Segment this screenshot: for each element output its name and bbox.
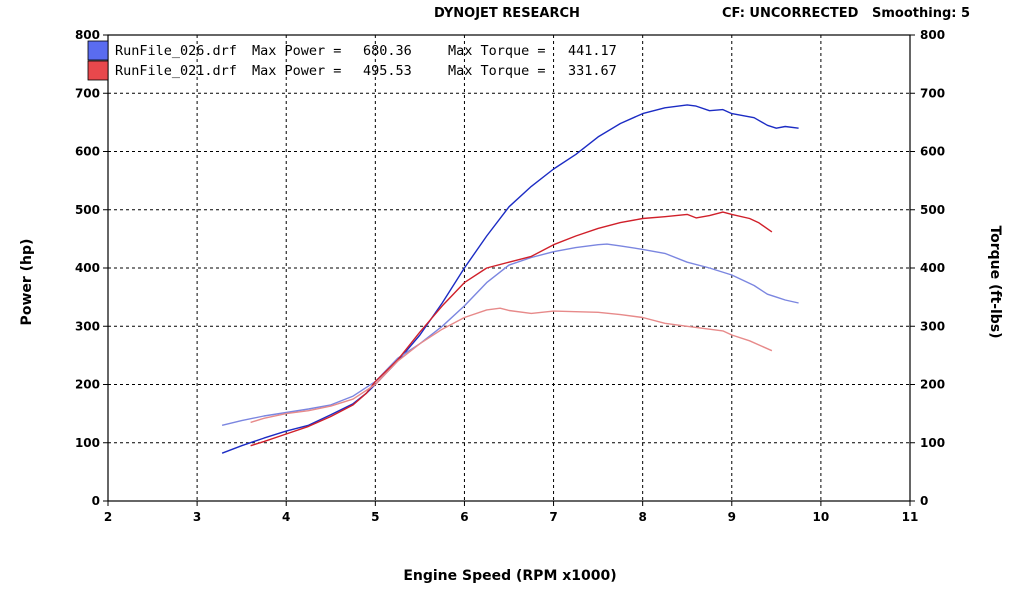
legend-max-power-value: 680.36 [363, 43, 412, 59]
x-tick-label: 3 [193, 510, 201, 524]
legend-file-name: RunFile_026.drf [115, 43, 237, 59]
y-tick-label-right: 300 [920, 319, 945, 333]
y-tick-label-left: 400 [75, 261, 100, 275]
legend-swatch [87, 40, 109, 61]
y-axis-title-right: Torque (ft-lbs) [987, 225, 1003, 338]
y-tick-label-right: 400 [920, 261, 945, 275]
x-tick-label: 8 [638, 510, 646, 524]
series-runfile-026-drf-power [221, 104, 799, 454]
y-tick-label-left: 100 [75, 436, 100, 450]
header-correction-factor: CF: UNCORRECTED [722, 6, 859, 21]
legend-max-torque-value: 441.17 [568, 43, 617, 59]
legend-swatch [87, 60, 109, 81]
y-tick-label-left: 600 [75, 145, 100, 159]
series-runfile-026-drf-torque [221, 243, 799, 426]
y-tick-label-right: 700 [920, 86, 945, 100]
legend-max-torque-label: Max Torque = [448, 43, 546, 59]
y-tick-label-right: 800 [920, 28, 945, 42]
y-tick-label-left: 700 [75, 86, 100, 100]
header-title: DYNOJET RESEARCH [434, 6, 580, 21]
legend: RunFile_026.drf Max Power = 680.36 Max Torq… [87, 40, 617, 81]
x-tick-label: 2 [104, 510, 112, 524]
y-tick-label-left: 800 [75, 28, 100, 42]
chart-grid [108, 35, 910, 501]
legend-max-power-value: 495.53 [363, 63, 412, 79]
axis-ticks: 2 3 4 5 6 7 8 9 10 110100200300400500600700800010… [75, 28, 945, 524]
y-tick-label-left: 300 [75, 319, 100, 333]
header-smoothing: Smoothing: 5 [872, 6, 971, 21]
y-tick-label-left: 0 [92, 494, 100, 508]
x-axis-title: Engine Speed (RPM x1000) [403, 568, 616, 584]
series-runfile-021-drf-power [250, 211, 773, 447]
x-tick-label: 4 [282, 510, 290, 524]
y-tick-label-right: 500 [920, 203, 945, 217]
series-runfile-021-drf-torque [250, 307, 773, 424]
legend-max-torque-value: 331.67 [568, 63, 617, 79]
legend-file-name: RunFile_021.drf [115, 63, 237, 79]
y-tick-label-left: 200 [75, 378, 100, 392]
x-tick-label: 6 [460, 510, 468, 524]
x-tick-label: 11 [902, 510, 919, 524]
y-tick-label-left: 500 [75, 203, 100, 217]
x-tick-label: 7 [549, 510, 557, 524]
x-tick-label: 10 [813, 510, 830, 524]
legend-max-torque-label: Max Torque = [448, 63, 546, 79]
legend-max-power-label: Max Power = [252, 43, 341, 59]
y-tick-label-right: 600 [920, 145, 945, 159]
legend-max-power-label: Max Power = [252, 63, 341, 79]
x-tick-label: 9 [728, 510, 736, 524]
x-tick-label: 5 [371, 510, 379, 524]
y-tick-label-right: 200 [920, 378, 945, 392]
y-tick-label-right: 100 [920, 436, 945, 450]
y-axis-title-left: Power (hp) [19, 239, 35, 326]
y-tick-label-right: 0 [920, 494, 928, 508]
series-lines [221, 104, 799, 454]
